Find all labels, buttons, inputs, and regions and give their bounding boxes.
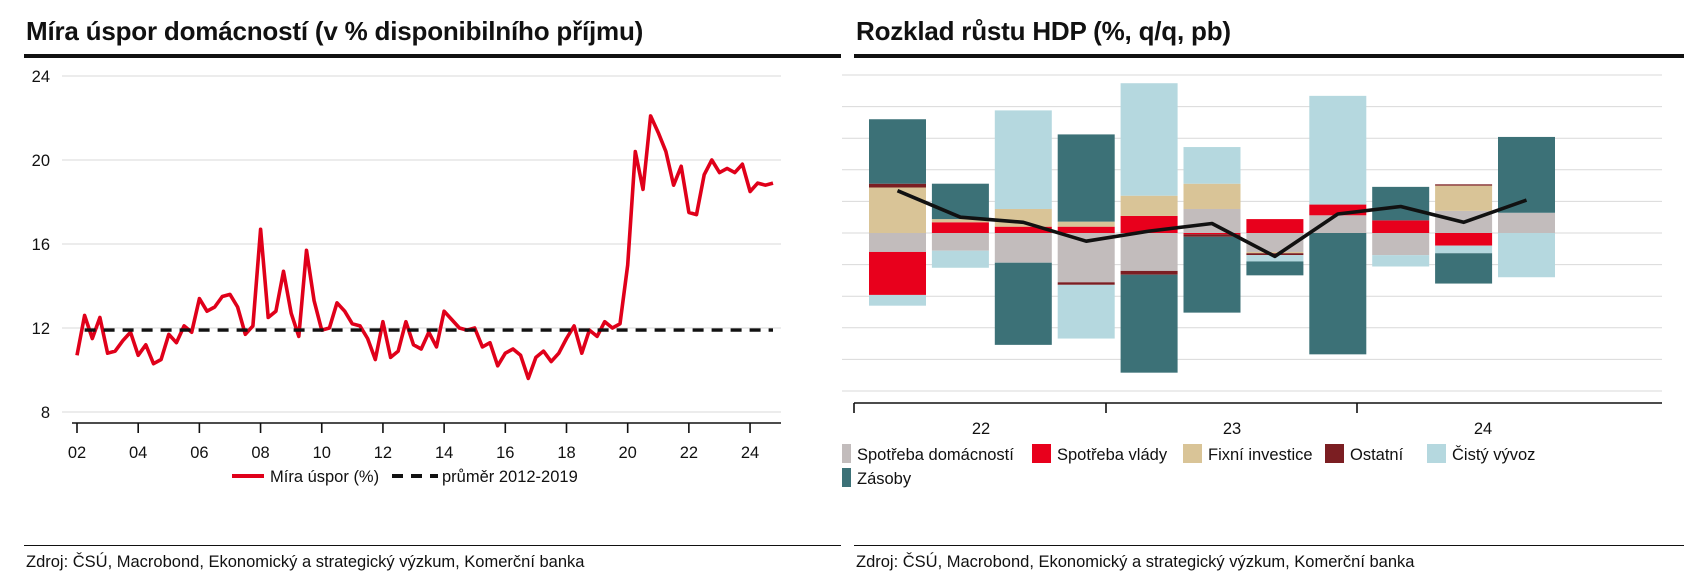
bar-segment [1246,255,1304,262]
bar-segment [1120,233,1178,271]
x-tick-label: 18 [557,444,575,462]
legend-label-savings-rate: Míra úspor (%) [270,468,379,486]
y-tick-label: 24 [32,68,50,86]
bar-segment [931,233,989,251]
bar-segment [1246,253,1304,256]
bar-segment [1120,83,1178,196]
legend-label: Čistý vývoz [1452,445,1535,464]
bar-segment [869,187,926,233]
y-tick-label: 20 [32,152,50,170]
bar-segment [1309,233,1367,355]
x-tick-label: 24 [741,444,759,462]
x-tick-label: 02 [68,444,86,462]
legend-swatch [842,444,851,463]
bar-segment [869,251,926,295]
y-tick-label: 16 [32,236,50,254]
bar-segment [869,119,926,184]
bar-segment [994,233,1052,263]
legend-label-average: průměr 2012-2019 [442,468,578,486]
bar-segment [1372,186,1430,221]
x-tick-label: 10 [313,444,331,462]
bar-segment [994,226,1052,233]
legend-swatch [1183,444,1202,463]
left-source-note: Zdroj: ČSÚ, Macrobond, Ekonomický a stra… [26,553,585,571]
right-title-rule [854,54,1684,58]
legend-label: Spotřeba domácností [857,446,1014,464]
x-tick-label: 22 [680,444,698,462]
bar-segment [1183,233,1241,235]
bar-segment [1246,261,1304,276]
x-tick-label: 12 [374,444,392,462]
legend-label: Fixní investice [1208,446,1313,464]
legend-swatch [842,468,851,487]
bar-segment [994,262,1052,345]
bar-segment [1435,185,1493,211]
bar-segment [1435,253,1493,284]
bar-segment [1183,183,1241,209]
bar-segment [1183,147,1241,184]
savings-rate-chart: 8 12 16 20 24 02 04 06 08 10 12 14 16 18 20 22 24 Míra ús… [32,68,781,486]
left-title-rule [24,54,841,58]
bar-segment [1183,208,1241,233]
bar-segment [869,183,926,188]
right-chart-title: Rozklad růstu HDP (%, q/q, pb) [856,16,1231,46]
bar-segment [931,222,989,233]
right-source-note: Zdroj: ČSÚ, Macrobond, Ekonomický a stra… [856,553,1415,571]
legend-label: Zásoby [857,470,912,488]
x-tick-label: 14 [435,444,453,462]
bar-segment [931,183,989,220]
legend-swatch [1325,444,1344,463]
gdp-growth-line [896,189,1528,259]
bar-segment [1057,226,1115,233]
x-tick-label: 06 [190,444,208,462]
legend-swatch [1427,444,1446,463]
bar-segment [1435,184,1493,186]
x-tick-label: 16 [496,444,514,462]
bar-segment [1057,282,1115,285]
bar-segment [1183,236,1241,313]
x-group-label: 24 [1474,420,1492,438]
bar-segment [1498,233,1555,278]
savings-rate-panel: Míra úspor domácností (v % disponibilníh… [24,16,841,571]
bar-segment [1057,284,1115,339]
bar-segment [1246,219,1304,233]
x-tick-label: 08 [251,444,269,462]
bar-segment [1435,233,1493,246]
bar-segment [931,219,989,223]
bar-segment [1309,95,1367,205]
bar-segment [1372,220,1430,233]
bar-segment [1309,215,1367,233]
legend-label: Ostatní [1350,446,1404,464]
bar-segment [1120,270,1178,275]
bar-segment [1120,195,1178,216]
bar-segment [1372,255,1430,267]
x-group-label: 22 [972,420,990,438]
legend-swatch [1032,444,1051,463]
bar-segment [1183,234,1241,237]
right-source-rule [854,545,1684,546]
y-tick-label: 8 [41,404,50,422]
left-chart-title: Míra úspor domácností (v % disponibilníh… [26,16,644,46]
bar-segment [1309,204,1367,216]
gdp-decomposition-panel: Rozklad růstu HDP (%, q/q, pb) -2.5-2.0-… [842,0,1684,575]
bar-segment [931,250,989,268]
bar-segment [869,294,926,306]
y-tick-label: 12 [32,320,50,338]
bar-segment [994,110,1052,209]
bar-segment [1372,233,1430,256]
x-tick-label: 04 [129,444,147,462]
bar-segment [1057,134,1115,222]
bar-segment [1120,274,1178,373]
x-group-label: 23 [1223,420,1241,438]
savings-rate-line [75,114,774,381]
left-source-rule [24,545,841,546]
x-tick-label: 20 [619,444,637,462]
bar-segment [1057,221,1115,227]
gdp-decomposition-chart: -2.5-2.0-1.5-1.0-0.50.00.51.01.52.02.522… [842,74,1662,488]
bar-segment [1246,251,1304,254]
bar-segment [1435,245,1493,254]
bar-segment [1498,212,1555,233]
legend-label: Spotřeba vlády [1057,446,1168,464]
bar-segment [869,233,926,252]
